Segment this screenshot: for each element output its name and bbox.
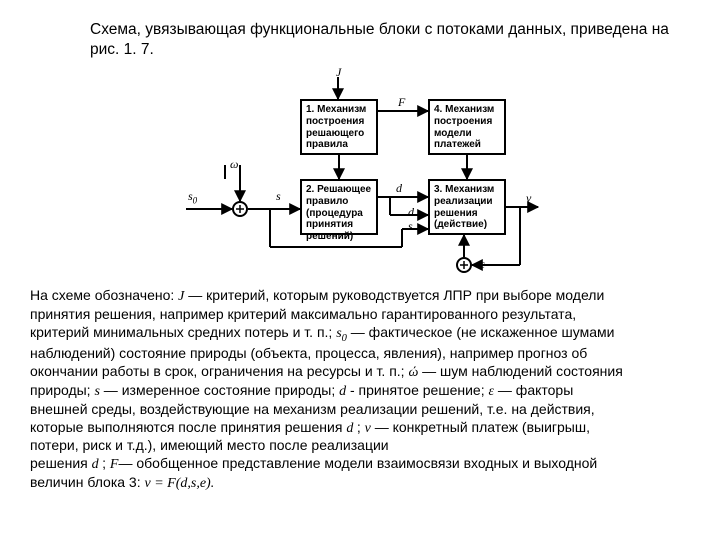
t: наблюдений) состояние природы (объекта, …	[30, 345, 587, 361]
label-F: F	[398, 95, 405, 110]
t: внешней среды, воздействующие на механиз…	[30, 401, 595, 417]
sym-formula: v = F(d,s,e).	[145, 476, 215, 491]
label-d1: d	[396, 181, 402, 196]
t: — факторы	[494, 382, 573, 398]
t: принятия решения, например критерий макс…	[30, 306, 576, 322]
label-eps: ε	[480, 257, 485, 272]
sym-d3: d	[92, 457, 103, 472]
t: - принятое решение;	[346, 382, 488, 398]
summer-1	[232, 201, 248, 217]
label-s0: s0	[188, 189, 197, 205]
t: которые выполняются после принятия решен…	[30, 419, 346, 435]
t: — обобщенное представление модели взаимо…	[118, 455, 597, 471]
description-text: На схеме обозначено: J — критерий, котор…	[30, 287, 690, 493]
t: ;	[357, 419, 365, 435]
block-diagram: 1. Механизм построения решающего правила…	[180, 69, 540, 279]
t: — критерий, которым руководствуется ЛПР …	[184, 287, 604, 303]
t: решения	[30, 455, 92, 471]
label-J: J	[336, 65, 341, 80]
summer-2	[456, 257, 472, 273]
t: величин блока 3:	[30, 474, 145, 490]
t: ;	[102, 455, 110, 471]
t: На схеме обозначено:	[30, 287, 178, 303]
label-nu: ν	[526, 191, 531, 206]
sym-d2: d	[346, 421, 357, 436]
label-s2: s	[408, 219, 413, 234]
diagram-container: 1. Механизм построения решающего правила…	[30, 69, 690, 279]
node-2: 2. Решающее правило (процедура принятия …	[300, 179, 378, 235]
node-1: 1. Механизм построения решающего правила	[300, 99, 378, 155]
label-omega: ω	[230, 157, 238, 172]
t: критерий минимальных средних потерь и т.…	[30, 324, 336, 340]
label-s: s	[276, 189, 281, 204]
t: потери, риск и т.д.), имеющий место посл…	[30, 437, 389, 453]
t: окончании работы в срок, ограничения на …	[30, 363, 408, 379]
t: — шум наблюдений состояния	[418, 363, 623, 379]
label-d2: d	[408, 205, 414, 220]
label-s0-sub: 0	[193, 195, 198, 205]
node-3: 3. Механизм реализации решения (действие…	[428, 179, 506, 235]
t: природы;	[30, 382, 94, 398]
node-4: 4. Механизм построения модели платежей	[428, 99, 506, 155]
sym-omega: ώ	[408, 365, 418, 380]
t: — фактическое (не искаженное шумами	[347, 324, 615, 340]
t: — конкретный платеж (выигрыш,	[371, 419, 590, 435]
t: — измеренное состояние природы;	[100, 382, 339, 398]
intro-text: Схема, увязывающая функциональные блоки …	[90, 20, 690, 61]
